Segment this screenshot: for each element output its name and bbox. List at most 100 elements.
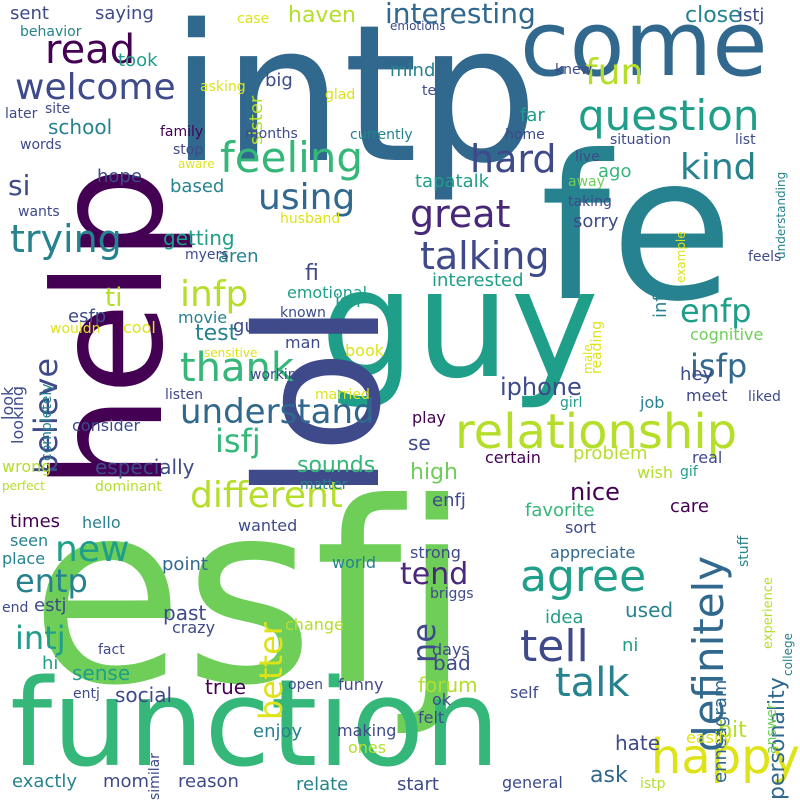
word-family: family [160,124,204,140]
word-dominant: dominant [95,479,162,495]
word-close: close [685,3,742,28]
word-welcome: welcome [15,67,176,108]
word-estj: estj [34,595,67,616]
word-tend: tend [400,557,469,592]
word-function: function [10,655,501,794]
word-read: read [45,27,136,73]
word-care: care [670,496,710,517]
word-reading: reading [589,320,605,374]
word-experience: experience [761,576,776,649]
word-trying: trying [10,217,122,261]
word-stuff: stuff [736,535,752,567]
word-end: end [2,600,29,616]
word-later: later [5,106,38,122]
word-sounds: sounds [297,453,376,478]
word-start: start [397,774,439,795]
word-hate: hate [615,731,661,755]
word-guess: guess [233,316,286,337]
word-isn: isn [335,291,361,312]
word-answer: answer [764,703,780,755]
word-seen: seen [10,531,49,550]
word-istp: istp [640,776,666,792]
word-hello: hello [82,513,121,532]
word-briggs: briggs [430,586,474,602]
word-currently: currently [350,127,413,143]
word-used: used [625,598,674,622]
word-husband: husband [280,211,341,227]
word-girl: girl [560,395,583,411]
word-sense: sense [72,661,131,685]
word-test: test [195,321,238,346]
word-tapatalk: tapatalk [415,171,490,192]
word-ago: ago [598,161,632,182]
word-general: general [502,773,563,792]
word-ti: ti [105,283,123,313]
word-favorite: favorite [525,500,595,521]
word-entj: entj [73,686,100,702]
word-wish: wish [637,463,674,482]
word-months: months [245,126,298,142]
word-bit: bit [718,718,747,743]
word-cool: cool [123,318,156,337]
word-especially: especially [95,455,195,479]
word-words: words [20,137,62,153]
word-man: man [285,333,321,352]
word-fact: fact [98,642,125,658]
word-sent: sent [10,3,49,24]
word-glad: glad [325,87,356,103]
word-matter: matter [300,477,348,493]
word-understand: understand [180,392,375,432]
word-known: known [280,305,326,321]
word-feels: feels [748,249,782,265]
word-talk: talk [555,660,630,706]
word-fe: fe [540,113,734,346]
word-times: times [10,511,61,532]
word-college: college [781,633,795,677]
word-book: book [345,341,384,360]
word-working: working [250,367,306,383]
word-esfj: esfj [30,449,472,740]
word-isfp: isfp [690,347,748,385]
word-school: school [48,115,113,139]
word-wanted: wanted [238,516,298,535]
word-real: real [692,448,723,467]
word-understanding: understanding [774,171,788,259]
word-wrong: wrong [2,457,52,476]
word-situation: situation [610,132,671,148]
word-home: home [505,127,545,143]
word-come: come [520,0,768,97]
word-gif: gif [680,464,698,480]
word-si: si [8,169,31,202]
word-ones: ones [348,738,387,757]
word-easily: easily [686,728,733,747]
word-forum: forum [418,673,478,697]
word-infp: infp [180,274,249,315]
word-reason: reason [178,771,239,792]
word-problem: problem [573,443,648,464]
word-intj: intj [15,619,66,657]
word-bad: bad [433,651,471,675]
word-funny: funny [338,675,384,694]
word-high: high [410,460,458,485]
word-looking: looking [8,386,27,445]
word-open: open [288,677,323,693]
word-social: social [115,683,173,707]
word-se: se [408,431,431,455]
word-sensitive: sensitive [204,346,258,360]
word-aren: aren [218,246,259,267]
word-wouldn: wouldn [50,321,101,337]
word-self: self [510,683,539,702]
word-change: change [285,615,344,634]
word-similar: similar [147,753,163,800]
word-interesting: interesting [385,0,536,30]
word-asking: asking [200,79,246,95]
word-sorry: sorry [573,211,619,232]
word-far: far [520,105,545,126]
word-listen: listen [165,387,204,403]
word-stop: stop [173,142,204,158]
word-movie: movie [178,308,228,327]
word-entp: entp [15,562,88,600]
word-true: true [205,675,247,699]
word-mind: mind [390,60,436,81]
word-completely: completely [39,383,55,461]
